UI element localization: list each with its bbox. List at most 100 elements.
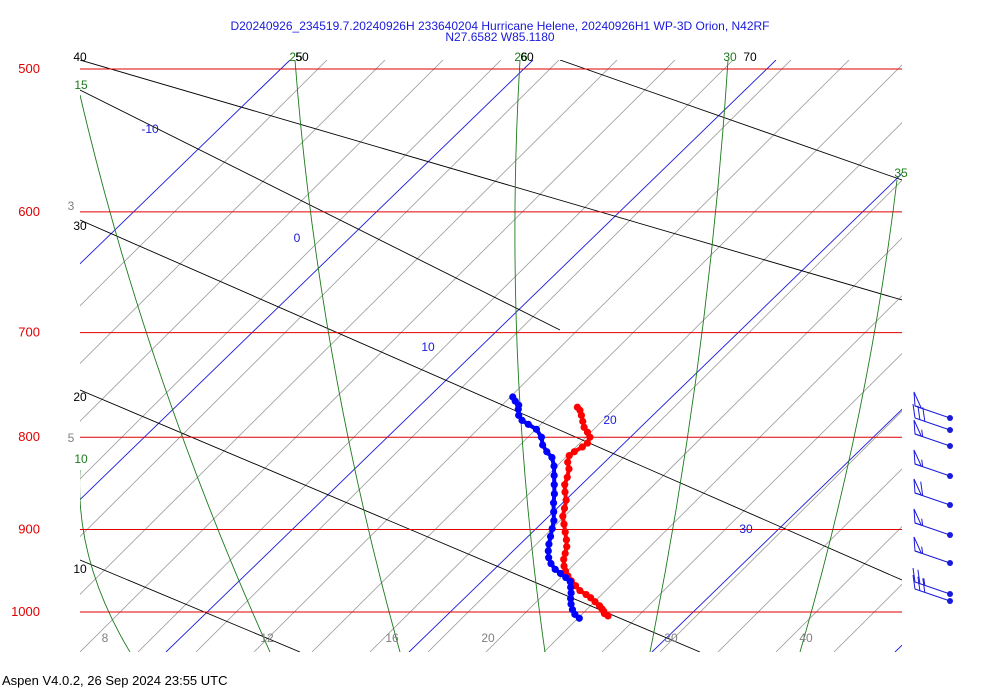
dewpoint-point xyxy=(545,540,553,548)
temperature-point xyxy=(580,423,588,431)
temperature-point xyxy=(562,536,570,544)
isotherm-line xyxy=(80,60,534,501)
temperature-point xyxy=(578,443,586,451)
dewpoint-point xyxy=(551,565,559,573)
dewpoint-point xyxy=(515,411,523,419)
mixing-ratio-line xyxy=(659,410,902,652)
mixing-ratio-line xyxy=(775,526,902,652)
dry-adiabat-line xyxy=(80,60,902,301)
dewpoint-point xyxy=(539,441,547,449)
x-tick-label: 40 xyxy=(799,631,813,645)
isotherm-label: 30 xyxy=(739,522,753,536)
dewpoint-point xyxy=(548,453,556,462)
dewpoint-point xyxy=(567,600,575,608)
temperature-point xyxy=(560,562,568,570)
dry-adiabat-line xyxy=(80,389,701,652)
mixing-ratio-line xyxy=(80,60,386,365)
mixing-ratio-line xyxy=(485,237,902,652)
moist-adiabat-line xyxy=(294,60,401,652)
x-tick-label: 20 xyxy=(481,631,495,645)
temperature-point xyxy=(561,488,569,496)
isotherm-label: 0 xyxy=(294,231,301,245)
moist-adiabat-line xyxy=(80,94,271,652)
temperature-point xyxy=(565,451,573,460)
dewpoint-point xyxy=(550,481,558,489)
mixing-ratio-line xyxy=(80,60,444,422)
temperature-point xyxy=(565,465,573,473)
temperature-point xyxy=(579,417,587,425)
dewpoint-point xyxy=(547,559,555,568)
dry-adiabat-label: 10 xyxy=(73,562,87,576)
temperature-point xyxy=(559,512,567,520)
dewpoint-point xyxy=(567,583,575,591)
dewpoint-point xyxy=(562,573,570,582)
temperature-point xyxy=(583,439,592,447)
temperature-point xyxy=(570,448,578,456)
isotherm-line xyxy=(408,172,902,652)
moist-adiabat-line xyxy=(80,470,131,652)
dewpoint-point xyxy=(550,508,558,516)
temperature-point xyxy=(560,504,569,512)
pressure-tick-label: 500 xyxy=(18,61,40,76)
mixing-ratio-line xyxy=(80,60,328,307)
moist-adiabat-label: 26 xyxy=(514,50,528,64)
temperature-point xyxy=(563,543,571,551)
dewpoint-point xyxy=(543,448,551,456)
dewpoint-point xyxy=(509,393,517,401)
temperature-point xyxy=(561,549,569,558)
wind-barb xyxy=(913,391,953,421)
dewpoint-point xyxy=(537,433,546,441)
mixing-ratio-line xyxy=(80,60,676,652)
mixing-ratio-line xyxy=(137,60,734,652)
chart-subtitle-location: N27.6582 W85.1180 xyxy=(445,30,555,44)
dewpoint-point xyxy=(544,547,552,555)
pressure-tick-label: 900 xyxy=(18,521,40,536)
pressure-tick-label: 700 xyxy=(18,325,40,340)
temperature-point xyxy=(563,473,571,481)
wind-barb xyxy=(912,574,953,604)
wind-barb xyxy=(913,478,953,508)
mixing-ratio-line xyxy=(311,64,902,652)
dewpoint-point xyxy=(567,589,575,597)
dry-adiabat-line xyxy=(80,89,561,331)
dry-adiabat-label: 40 xyxy=(73,50,87,64)
dry-adiabat-label: 20 xyxy=(73,390,87,404)
moist-adiabat-line xyxy=(514,60,546,652)
dewpoint-point xyxy=(550,517,558,525)
dewpoint-point xyxy=(549,499,558,507)
x-tick-label: 30 xyxy=(664,631,678,645)
dewpoint-point xyxy=(568,606,577,614)
dewpoint-point xyxy=(550,462,558,470)
isotherm-label: 10 xyxy=(421,340,435,354)
temperature-point xyxy=(561,528,569,536)
x-tick-label: 16 xyxy=(385,631,399,645)
dry-adiabat-label: 60 xyxy=(520,50,534,64)
dewpoint-point xyxy=(550,471,558,480)
wind-barb xyxy=(913,419,953,449)
mixing-ratio-line xyxy=(833,583,902,652)
dewpoint-point xyxy=(532,425,541,433)
moist-adiabat-line xyxy=(649,60,729,652)
dewpoint-point xyxy=(556,569,565,578)
moist-adiabat-label: 25 xyxy=(289,50,303,64)
mixing-ratio-line xyxy=(80,60,618,595)
dewpoint-point xyxy=(545,554,553,562)
mixing-ratio-line xyxy=(717,468,902,652)
dry-adiabat-label: 50 xyxy=(295,50,309,64)
dewpoint-point xyxy=(550,490,558,498)
wind-barb xyxy=(912,567,953,597)
dry-adiabat-label: 70 xyxy=(743,50,757,64)
wind-barb xyxy=(913,449,953,479)
isotherm-line xyxy=(165,60,777,652)
wind-barb xyxy=(912,403,953,433)
temperature-point xyxy=(564,458,572,466)
dewpoint-point xyxy=(548,524,556,533)
moist-adiabat-label: 10 xyxy=(74,452,88,466)
mixing-ratio-label: 5 xyxy=(68,431,75,445)
x-tick-label: 8 xyxy=(102,631,109,645)
isotherm-line xyxy=(80,60,291,265)
temperature-point xyxy=(562,496,570,504)
temperature-point xyxy=(560,520,568,528)
mixing-ratio-line xyxy=(195,60,792,652)
